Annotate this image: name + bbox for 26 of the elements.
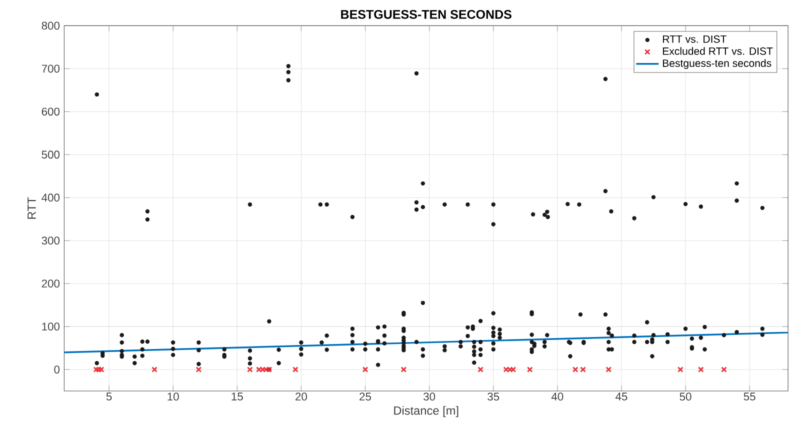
y-tick-label: 200 xyxy=(42,279,60,288)
x-tick-label: 25 xyxy=(360,392,372,400)
x-axis-title: Distance [m] xyxy=(394,406,458,417)
y-tick-label: 100 xyxy=(42,322,60,330)
x-tick-label: 40 xyxy=(551,392,564,400)
legend-label: Excluded RTT vs. DIST xyxy=(662,46,773,55)
x-tick-label: 55 xyxy=(744,392,756,400)
y-tick-label: 800 xyxy=(42,22,60,30)
y-tick-label: 0 xyxy=(54,365,60,374)
chart-title: BESTGUESS-TEN SECONDS xyxy=(341,10,512,19)
y-tick-label: 700 xyxy=(42,64,60,72)
x-tick-label: 5 xyxy=(106,392,112,400)
x-tick-label: 20 xyxy=(296,392,307,400)
y-tick-label: 500 xyxy=(42,150,60,158)
x-tick-label: 10 xyxy=(168,392,179,400)
y-tick-label: 300 xyxy=(42,236,60,244)
legend-label: Bestguess-ten seconds xyxy=(662,59,772,69)
y-tick-label: 600 xyxy=(42,108,60,116)
x-tick-label: 45 xyxy=(615,392,628,400)
y-axis-title: RTT xyxy=(28,197,36,219)
x-tick-label: 35 xyxy=(488,392,500,400)
x-tick-label: 30 xyxy=(424,392,436,400)
x-tick-label: 15 xyxy=(232,392,243,400)
x-tick-label: 50 xyxy=(680,392,692,400)
legend-label: RTT vs. DIST xyxy=(662,35,726,43)
y-tick-label: 400 xyxy=(42,193,60,202)
